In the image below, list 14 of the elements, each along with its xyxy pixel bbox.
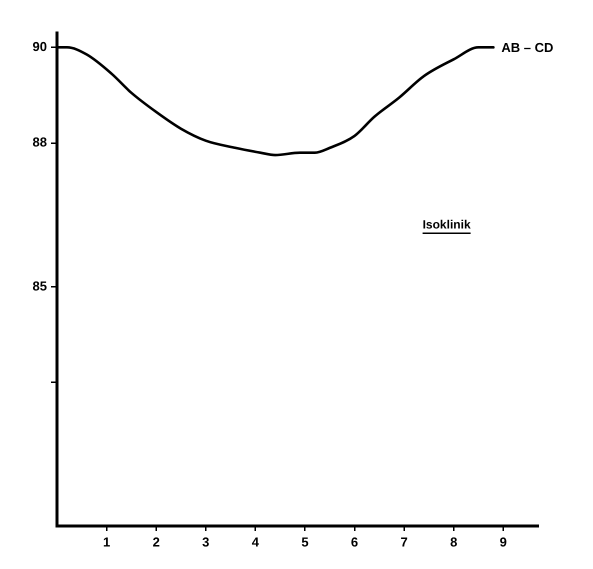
x-tick-label: 7 xyxy=(400,534,408,550)
x-tick-label: 8 xyxy=(450,534,458,550)
annotation: Isoklinik xyxy=(422,218,471,232)
x-tick-label: 2 xyxy=(152,534,160,550)
x-tick-label: 1 xyxy=(102,534,110,550)
x-tick-label: 6 xyxy=(350,534,358,550)
x-tick-label: 4 xyxy=(252,534,260,550)
y-tick-label: 85 xyxy=(32,278,47,294)
x-tick-label: 9 xyxy=(500,534,507,550)
series-label: AB – CD xyxy=(501,40,554,55)
x-tick-label: 5 xyxy=(301,534,309,550)
y-tick-label: 88 xyxy=(32,134,47,150)
y-tick-label: 90 xyxy=(32,38,47,54)
x-tick-label: 3 xyxy=(202,534,210,550)
